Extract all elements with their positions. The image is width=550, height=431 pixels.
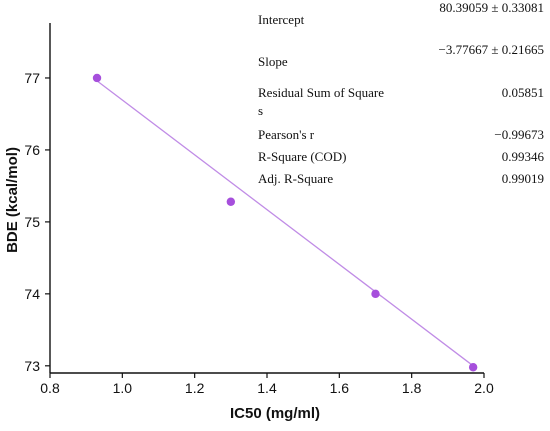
stat-label: R-Square (COD) — [258, 149, 346, 164]
y-axis-title: BDE (kcal/mol) — [4, 147, 21, 253]
fit-statistics-table: Intercept 80.39059 ± 0.33081 Slope −3.77667… — [258, 0, 545, 186]
data-point — [468, 363, 478, 372]
x-tick-label: 1.0 — [113, 380, 133, 396]
x-tick-label: 0.8 — [40, 380, 60, 396]
stat-label: Pearson's r — [258, 127, 315, 142]
stat-value: 0.05851 — [502, 85, 544, 100]
x-tick-label: 2.0 — [474, 380, 494, 396]
data-point — [92, 73, 102, 83]
stat-label: Adj. R-Square — [258, 171, 333, 186]
stat-value: 80.39059 ± 0.33081 — [439, 0, 544, 15]
y-tick-label: 73 — [24, 358, 40, 374]
stat-label: Slope — [258, 54, 288, 69]
data-point — [371, 289, 380, 299]
stat-value: −0.99673 — [494, 127, 544, 142]
plot-area — [49, 23, 484, 374]
stat-label: Residual Sum of Square s — [258, 85, 384, 118]
x-tick-label: 1.4 — [257, 380, 277, 396]
stat-value: −3.77667 ± 0.21665 — [439, 42, 544, 57]
linear-fit-line — [96, 80, 474, 367]
data-marks — [92, 73, 478, 372]
stat-label: Intercept — [258, 12, 305, 27]
x-tick-label: 1.2 — [185, 380, 205, 396]
axis-ticks: 0.8 1.0 1.2 1.4 1.6 1.8 2.0 73 74 75 76 77 — [24, 70, 494, 396]
y-tick-label: 77 — [24, 70, 40, 86]
y-tick-label: 74 — [24, 286, 40, 302]
y-tick-label: 76 — [24, 142, 40, 158]
x-tick-label: 1.8 — [402, 380, 422, 396]
stat-value: 0.99019 — [502, 171, 544, 186]
stat-value: 0.99346 — [502, 149, 545, 164]
x-tick-label: 1.6 — [330, 380, 350, 396]
data-point — [226, 197, 236, 206]
y-tick-label: 75 — [24, 214, 40, 230]
x-axis-title: IC50 (mg/ml) — [230, 405, 320, 422]
